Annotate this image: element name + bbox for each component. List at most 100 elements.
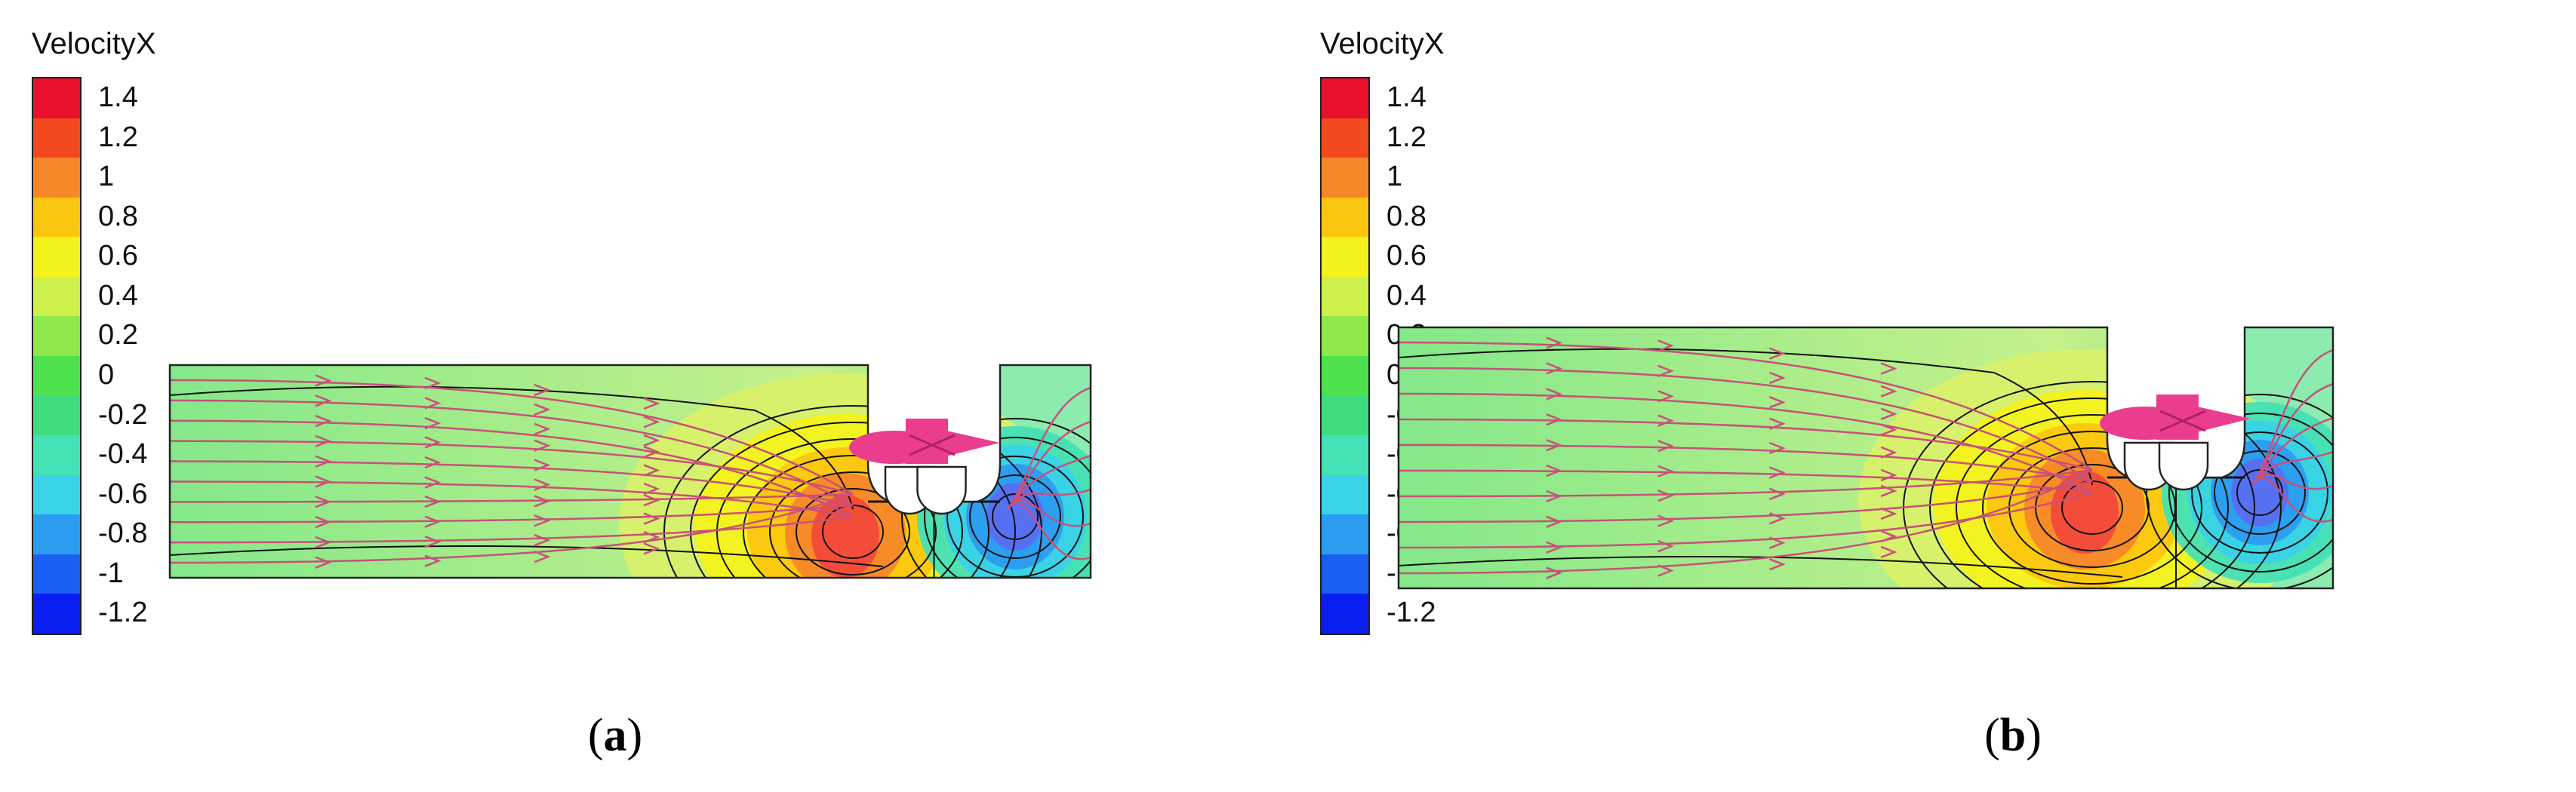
legend-label: -0.8 [98, 517, 148, 550]
streamline-arrow [1546, 490, 1563, 503]
streamline [1399, 468, 2093, 498]
domain-outline [1397, 326, 2334, 590]
contour-line [170, 385, 854, 510]
flow-domain [1399, 327, 2333, 588]
legend-swatch [33, 276, 80, 317]
streamline-arrow [1880, 507, 1897, 520]
streamline [170, 493, 854, 564]
legend-label: 0 [98, 359, 115, 391]
streamline [170, 440, 854, 496]
contour-line [924, 437, 1091, 578]
streamline [1399, 341, 2093, 471]
contour-line [769, 471, 937, 578]
legend-swatch [33, 514, 80, 555]
contour-line [1929, 398, 2255, 588]
streamline-arrow [1657, 514, 1675, 527]
legend-label: 1.2 [98, 121, 138, 153]
streamline-arrow [1546, 388, 1563, 401]
streamline-arrow [534, 478, 551, 491]
legend-label: -1 [98, 557, 124, 589]
legend-swatch [1322, 435, 1368, 476]
streamline-arrow [643, 494, 660, 507]
streamline [1399, 367, 2093, 483]
legend-swatch [33, 197, 80, 238]
contour-line [2146, 394, 2333, 588]
streamline-arrow [1546, 566, 1563, 579]
legend-swatch [1322, 158, 1368, 198]
legend-label: 0.6 [1386, 240, 1426, 272]
panel-caption: (b) [1984, 710, 2042, 761]
contour-line [716, 438, 989, 578]
streamline-arrow [534, 403, 551, 416]
streamline [1399, 418, 2093, 471]
contour-line [2214, 450, 2306, 535]
vessel-marking [909, 434, 956, 456]
legend-swatch [1322, 237, 1368, 278]
streamline-arrow [1546, 413, 1563, 426]
contour-line [170, 545, 884, 567]
streamline [170, 399, 854, 507]
nozzle-cutout [916, 465, 967, 515]
streamline-arrow [1768, 347, 1786, 360]
legend-swatch [33, 435, 80, 476]
streamline-arrow [424, 554, 442, 567]
contour-line [2236, 469, 2283, 516]
streamline-arrow [1880, 385, 1897, 398]
streamline-arrow [424, 476, 442, 489]
contour-line [992, 493, 1039, 540]
legend-label: 0.8 [1386, 200, 1426, 232]
streamline-arrow [315, 475, 332, 488]
legend-swatch [1322, 276, 1368, 317]
legend-swatch [1322, 594, 1368, 634]
legend-label: -0.4 [98, 438, 148, 471]
streamline-arrow [534, 439, 551, 452]
streamline-arrow [1657, 364, 1675, 378]
legend-swatch [33, 78, 80, 119]
legend-swatch [1322, 118, 1368, 158]
streamline-arrow [1657, 414, 1675, 427]
legend-label: 0.4 [98, 279, 138, 312]
streamline-arrow [643, 397, 660, 410]
legend-label: -1.2 [1386, 597, 1436, 629]
streamline [2251, 477, 2333, 523]
streamline-arrow [1768, 441, 1786, 455]
legend-swatch [1322, 78, 1368, 119]
legend-swatch [33, 395, 80, 436]
panel-a: VelocityX 1.4 1.2 1 0.8 0.6 0.4 0.2 0 -0.2 -0.4 -0… [32, 27, 1092, 761]
legend-label: 1.4 [1386, 81, 1426, 113]
streamline-arrow [315, 415, 332, 428]
nozzle-cutout [2158, 441, 2209, 491]
streamline-arrow [315, 374, 332, 387]
streamline-arrow [643, 464, 660, 477]
streamline-arrow [1880, 362, 1897, 375]
streamline-arrow [1546, 336, 1563, 349]
streamline-arrow [315, 536, 332, 549]
streamline [1399, 491, 2093, 549]
streamline-arrow [315, 515, 332, 529]
streamline-arrow [1768, 396, 1786, 409]
streamline-arrow [1768, 466, 1786, 479]
streamline [170, 419, 854, 518]
streamline-arrow [1768, 557, 1786, 571]
legend-swatch [33, 237, 80, 278]
color-legend [32, 77, 82, 635]
streamline-arrow [424, 376, 442, 390]
streamline-arrow [1768, 512, 1786, 525]
legend-label: 1.4 [98, 81, 138, 113]
streamline [170, 460, 854, 507]
contour-line [796, 488, 910, 576]
streamline-arrow [1546, 541, 1563, 554]
streamline-arrow [1546, 438, 1563, 452]
legend-swatch [33, 356, 80, 397]
contour-line [2168, 413, 2333, 573]
streamline [1399, 392, 2093, 494]
streamline-arrow [1657, 564, 1675, 577]
vessel-bow [940, 429, 1000, 458]
streamline-arrow [1657, 390, 1675, 403]
legend-swatch [33, 316, 80, 357]
streamline [170, 493, 854, 503]
streamline [2251, 473, 2333, 490]
streamline [170, 504, 854, 523]
legend-title: VelocityX [32, 27, 156, 60]
flow-domain [170, 365, 1091, 578]
